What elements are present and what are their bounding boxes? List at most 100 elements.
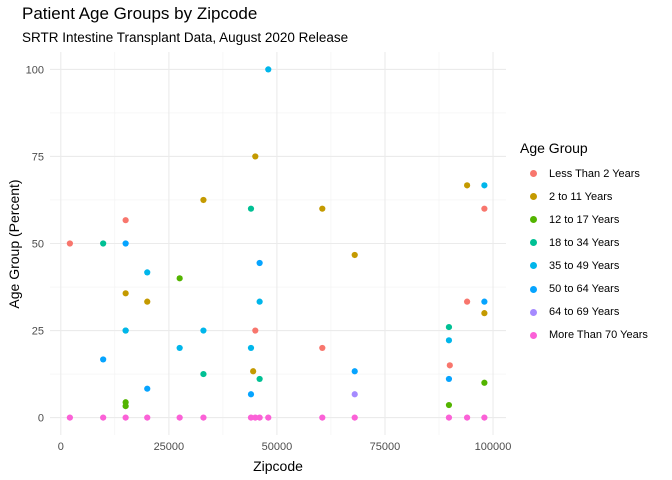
y-tick-label: 50 xyxy=(32,239,44,251)
legend-title: Age Group xyxy=(520,140,588,156)
data-point xyxy=(252,153,259,160)
data-point xyxy=(100,240,107,247)
chart-title: Patient Age Groups by Zipcode xyxy=(22,4,258,23)
data-point xyxy=(463,414,471,421)
data-point xyxy=(319,205,326,212)
legend-label: 12 to 17 Years xyxy=(549,213,620,226)
legend-marker xyxy=(530,331,537,339)
data-point xyxy=(144,298,151,305)
data-point xyxy=(351,391,358,398)
data-point xyxy=(351,414,358,421)
y-tick-label: 25 xyxy=(32,326,44,338)
data-point xyxy=(463,182,471,189)
data-point xyxy=(445,401,453,409)
data-point xyxy=(445,375,453,383)
series-2-to-11-years xyxy=(122,153,488,375)
data-point xyxy=(250,368,257,375)
data-point xyxy=(66,240,73,247)
legend-item: 50 to 64 Years xyxy=(520,277,670,300)
y-tick-label: 75 xyxy=(32,151,44,163)
series-more-than-70-years xyxy=(66,414,488,421)
legend-label: More Than 70 Years xyxy=(549,329,648,342)
data-point xyxy=(200,327,207,334)
data-point xyxy=(481,298,488,305)
x-axis-title: Zipcode xyxy=(253,458,303,474)
data-point xyxy=(256,298,263,305)
data-point xyxy=(247,391,255,398)
chart-subtitle: SRTR Intestine Transplant Data, August 2… xyxy=(22,30,349,45)
legend-marker xyxy=(530,216,537,224)
data-point xyxy=(176,275,183,282)
legend-item: 12 to 17 Years xyxy=(520,208,670,231)
data-point xyxy=(351,251,358,259)
data-point xyxy=(122,217,129,224)
y-tick-label: 100 xyxy=(26,64,44,76)
legend-items: Less Than 2 Years 2 to 11 Years 12 to 17 Y… xyxy=(520,162,670,347)
legend-label: 50 to 64 Years xyxy=(549,283,620,296)
data-point xyxy=(445,323,453,331)
x-tick-label: 25000 xyxy=(154,441,185,453)
data-point xyxy=(481,182,488,189)
data-point xyxy=(247,414,255,421)
data-point xyxy=(200,196,207,204)
x-tick-label: 75000 xyxy=(370,441,401,453)
legend-item: 2 to 11 Years xyxy=(520,185,670,208)
data-point xyxy=(256,259,263,267)
legend-item: 64 to 69 Years xyxy=(520,301,670,324)
data-point xyxy=(122,414,129,421)
legend-label: Less Than 2 Years xyxy=(549,167,640,180)
data-point xyxy=(247,205,255,212)
series-50-to-64-years xyxy=(100,240,488,398)
legend-label: 35 to 49 Years xyxy=(549,259,620,272)
data-point xyxy=(463,298,471,305)
data-point xyxy=(481,414,488,421)
data-point xyxy=(200,414,207,421)
data-point xyxy=(319,344,326,352)
data-point xyxy=(481,205,488,212)
data-point xyxy=(445,414,453,421)
legend-item: 18 to 34 Years xyxy=(520,231,670,254)
data-point xyxy=(351,368,358,375)
x-tick-label: 0 xyxy=(58,441,64,453)
data-points xyxy=(66,66,488,421)
data-point xyxy=(265,414,272,421)
x-tick-label: 50000 xyxy=(262,441,293,453)
legend-item: 35 to 49 Years xyxy=(520,254,670,277)
data-point xyxy=(256,375,263,383)
x-tick-label: 100000 xyxy=(475,441,512,453)
data-point xyxy=(100,356,107,363)
data-point xyxy=(144,385,151,392)
data-point xyxy=(247,344,255,352)
series-less-than-2-years xyxy=(66,205,488,369)
data-point xyxy=(200,370,207,378)
data-point xyxy=(256,414,263,421)
data-point xyxy=(176,414,183,421)
legend-marker xyxy=(530,239,537,247)
data-point xyxy=(122,240,129,247)
legend-label: 18 to 34 Years xyxy=(549,236,620,249)
data-point xyxy=(481,379,488,386)
data-point xyxy=(144,269,151,276)
data-point xyxy=(446,362,453,369)
tick-labels: 0 25000 50000 75000 100000 0 25 50 75 100 xyxy=(26,64,512,453)
series-35-to-49-years xyxy=(122,66,488,352)
data-point xyxy=(319,414,326,421)
y-tick-label: 0 xyxy=(38,413,44,425)
legend-item: Less Than 2 Years xyxy=(520,162,670,185)
legend-label: 2 to 11 Years xyxy=(549,190,613,203)
data-point xyxy=(122,290,129,297)
legend: Age Group Less Than 2 Years 2 to 11 Years… xyxy=(520,140,670,347)
series-64-to-69-years xyxy=(351,391,358,398)
legend-marker xyxy=(530,285,537,293)
data-point xyxy=(252,327,259,334)
data-point xyxy=(122,327,129,334)
data-point xyxy=(122,399,129,406)
data-point xyxy=(66,414,73,421)
data-point xyxy=(265,66,272,73)
legend-marker xyxy=(530,170,537,178)
grid xyxy=(50,52,506,435)
series-12-to-17-years xyxy=(122,275,488,410)
legend-marker xyxy=(530,308,537,316)
legend-label: 64 to 69 Years xyxy=(549,306,620,319)
